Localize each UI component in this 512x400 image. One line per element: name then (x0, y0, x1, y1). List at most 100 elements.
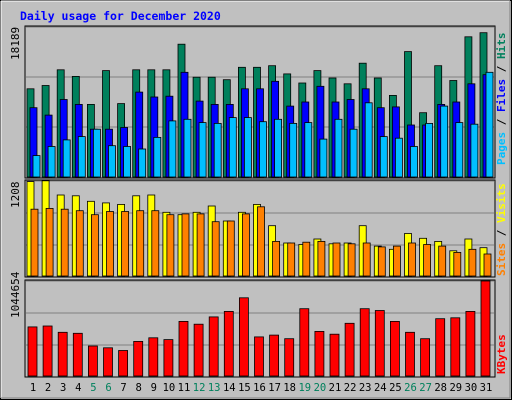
kbytes-bar-day-22 (344, 322, 355, 377)
sites-bar-day-30 (468, 248, 477, 277)
legend-sep-1: / (495, 112, 508, 132)
day-label-27: 27 (419, 382, 432, 394)
kbytes-bar-day-9 (148, 337, 159, 377)
sites-bar-day-29 (453, 251, 462, 277)
sites-bar-day-1 (30, 208, 39, 277)
pages-bar-day-10 (168, 120, 177, 178)
day-label-22: 22 (344, 382, 357, 394)
day-label-10: 10 (163, 382, 176, 394)
sites-bar-day-9 (151, 210, 160, 277)
day-label-12: 12 (193, 382, 206, 394)
pages-bar-day-6 (108, 145, 116, 178)
day-label-15: 15 (238, 382, 251, 394)
bottom-side-legend: KBytes (495, 334, 508, 374)
legend-files: Files (495, 79, 508, 112)
pages-bar-day-27 (425, 123, 434, 178)
pages-bar-day-31 (485, 71, 494, 178)
kbytes-bar-day-1 (27, 326, 38, 377)
sites-bar-day-15 (241, 213, 250, 277)
legend-pages: Pages (495, 132, 508, 165)
day-label-4: 4 (75, 382, 81, 394)
sites-bar-day-24 (377, 246, 386, 277)
kbytes-bar-day-3 (57, 331, 68, 377)
pages-bar-day-17 (274, 118, 283, 178)
kbytes-bar-day-20 (314, 330, 325, 377)
pages-bar-day-5 (93, 128, 101, 178)
day-label-28: 28 (434, 382, 447, 394)
pages-bar-day-26 (410, 146, 418, 178)
sites-bar-day-7 (121, 211, 129, 277)
pages-bar-day-14 (228, 117, 237, 178)
day-label-3: 3 (60, 382, 66, 394)
sites-bar-day-23 (362, 242, 371, 277)
kbytes-bar-day-25 (389, 320, 400, 377)
legend-visits: Visits (495, 183, 508, 223)
middle-ymax-label: 1208 (9, 182, 22, 209)
day-label-9: 9 (151, 382, 157, 394)
day-label-2: 2 (45, 382, 51, 394)
sites-bar-day-14 (226, 220, 235, 277)
kbytes-bar-day-10 (163, 339, 174, 377)
kbytes-bar-day-5 (88, 345, 98, 377)
pages-bar-day-23 (364, 102, 373, 178)
kbytes-bar-day-13 (208, 316, 219, 377)
sites-bar-day-31 (483, 253, 492, 277)
chart-title: Daily usage for December 2020 (20, 9, 221, 23)
day-label-21: 21 (329, 382, 342, 394)
sites-bar-day-5 (91, 214, 99, 277)
pages-bar-day-16 (259, 121, 267, 178)
kbytes-bar-day-24 (374, 310, 385, 377)
kbytes-bar-day-21 (329, 333, 340, 377)
pages-bar-day-3 (62, 139, 71, 178)
day-label-25: 25 (389, 382, 402, 394)
sites-bar-day-19 (302, 241, 311, 277)
kbytes-bar-day-2 (42, 325, 53, 377)
sites-bar-day-4 (75, 210, 84, 277)
day-label-6: 6 (105, 382, 111, 394)
day-label-1: 1 (30, 382, 36, 394)
kbytes-bar-day-14 (223, 310, 234, 377)
top-ymax-label: 18189 (9, 27, 22, 60)
day-label-26: 26 (404, 382, 417, 394)
sites-bar-day-25 (392, 245, 401, 277)
pages-bar-day-19 (304, 122, 313, 178)
kbytes-bar-day-19 (299, 308, 310, 377)
pages-bar-day-25 (394, 137, 403, 178)
pages-bar-day-29 (455, 122, 464, 178)
kbytes-bar-day-23 (359, 308, 370, 377)
day-label-29: 29 (449, 382, 462, 394)
pages-bar-day-9 (153, 136, 162, 178)
pages-bar-day-7 (123, 146, 131, 178)
kbytes-bar-day-8 (133, 340, 144, 377)
kbytes-bar-day-15 (238, 297, 249, 377)
kbytes-bar-day-18 (284, 338, 295, 377)
sites-bar-day-27 (423, 244, 432, 277)
kbytes-bar-day-28 (435, 318, 446, 377)
legend-kbytes: KBytes (495, 334, 508, 374)
kbytes-bar-day-31 (480, 280, 491, 377)
sites-bar-day-8 (136, 210, 145, 277)
bottom-ymax-label: 1044654 (9, 271, 22, 318)
legend-sep-3: / (495, 223, 508, 243)
sites-bar-day-6 (106, 211, 114, 277)
day-label-7: 7 (120, 382, 126, 394)
pages-bar-day-15 (243, 117, 252, 178)
day-label-23: 23 (359, 382, 372, 394)
day-label-31: 31 (480, 382, 493, 394)
day-label-30: 30 (465, 382, 478, 394)
kbytes-bar-day-29 (450, 317, 461, 377)
day-label-14: 14 (223, 382, 236, 394)
day-label-24: 24 (374, 382, 387, 394)
day-label-5: 5 (90, 382, 96, 394)
sites-bar-day-21 (332, 242, 341, 277)
sites-bar-day-20 (317, 240, 326, 277)
day-label-11: 11 (178, 382, 191, 394)
kbytes-bar-day-16 (254, 336, 264, 377)
day-label-17: 17 (268, 382, 281, 394)
pages-bar-day-21 (334, 118, 343, 178)
middle-side-legend: Sites / Visits (495, 183, 508, 276)
kbytes-bar-day-4 (72, 332, 83, 377)
day-label-8: 8 (136, 382, 142, 394)
kbytes-bar-day-27 (420, 338, 431, 377)
